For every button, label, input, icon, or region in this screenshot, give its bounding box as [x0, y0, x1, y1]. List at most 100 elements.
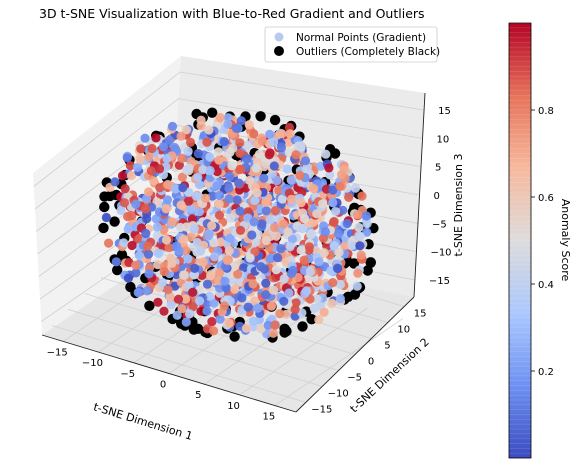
y-tick-label: −15	[311, 404, 332, 415]
normal-point	[295, 170, 305, 181]
normal-point	[252, 188, 262, 198]
normal-point	[275, 309, 285, 319]
normal-point	[183, 196, 194, 206]
normal-point	[335, 181, 345, 191]
normal-point	[131, 199, 141, 209]
y-tick-label: 15	[414, 309, 427, 320]
normal-point	[347, 240, 357, 250]
normal-point	[249, 129, 259, 139]
normal-point	[356, 250, 366, 260]
legend-label-outlier: Outliers (Completely Black)	[296, 46, 440, 58]
normal-point	[312, 294, 322, 304]
normal-point	[209, 326, 219, 336]
normal-point	[202, 279, 213, 289]
outlier-point	[297, 321, 308, 332]
normal-point	[340, 241, 350, 251]
normal-point	[144, 269, 154, 279]
x-axis-line	[41, 334, 297, 413]
normal-point	[177, 153, 187, 163]
normal-point	[224, 318, 234, 328]
normal-point	[250, 247, 260, 257]
outlier-point	[104, 190, 116, 202]
legend-box	[264, 26, 438, 63]
normal-point	[259, 162, 269, 172]
normal-point	[324, 163, 334, 173]
normal-point	[157, 277, 168, 288]
normal-point	[355, 231, 365, 241]
normal-point	[182, 165, 192, 175]
normal-point	[151, 214, 161, 224]
normal-point	[187, 214, 197, 224]
normal-point	[101, 212, 111, 223]
normal-point	[163, 285, 173, 295]
normal-point	[325, 170, 335, 180]
normal-point	[214, 199, 224, 209]
normal-point	[277, 129, 287, 139]
normal-point	[219, 301, 229, 311]
normal-point	[173, 294, 184, 304]
normal-point	[141, 228, 151, 239]
normal-point	[329, 241, 339, 251]
normal-point	[192, 191, 202, 201]
normal-point	[297, 224, 307, 234]
normal-point	[304, 242, 314, 252]
normal-point	[243, 302, 253, 312]
normal-point	[362, 219, 372, 229]
normal-point	[110, 177, 120, 187]
normal-point	[256, 262, 266, 272]
normal-point	[146, 166, 156, 176]
normal-point	[134, 251, 145, 261]
outlier-point	[229, 331, 240, 342]
colorbar-tick-label: 0.4	[538, 280, 554, 291]
normal-point	[241, 323, 252, 333]
normal-point	[142, 286, 152, 296]
tick-labels: −15−10−5051015−15−10−5051015−15−10−50510…	[47, 106, 452, 423]
normal-point	[209, 252, 220, 262]
normal-point	[164, 135, 174, 145]
normal-point	[286, 268, 297, 278]
normal-point	[279, 296, 289, 306]
normal-point	[193, 172, 203, 182]
normal-point	[220, 276, 230, 286]
normal-point	[153, 260, 163, 270]
normal-point	[207, 191, 218, 201]
normal-point	[342, 218, 352, 229]
normal-point	[338, 205, 348, 215]
normal-point	[272, 253, 283, 263]
z-tick-label: −10	[430, 248, 451, 259]
legend-marker-normal	[274, 32, 284, 42]
normal-point	[305, 267, 315, 277]
normal-point	[251, 237, 261, 247]
normal-point	[143, 241, 153, 251]
normal-point	[251, 163, 261, 173]
normal-point	[205, 291, 215, 301]
outlier-point	[329, 148, 341, 159]
normal-point	[177, 304, 187, 314]
normal-point	[269, 161, 279, 171]
normal-point	[299, 255, 309, 265]
normal-point	[279, 274, 289, 284]
colorbar-fill	[508, 22, 532, 459]
normal-point	[215, 268, 225, 278]
normal-point	[250, 195, 260, 206]
normal-point	[235, 206, 245, 216]
normal-point	[181, 294, 191, 304]
colorbar-tick-label: 0.6	[538, 193, 554, 204]
x-tick-label: 10	[227, 401, 240, 412]
normal-point	[189, 224, 199, 234]
normal-point	[140, 133, 150, 143]
normal-point	[225, 213, 236, 223]
normal-point	[244, 120, 254, 130]
normal-point	[214, 155, 224, 165]
normal-point	[309, 303, 319, 313]
normal-point	[344, 192, 354, 202]
outlier-point	[116, 249, 128, 260]
x-tick-label: −5	[120, 369, 135, 380]
normal-point	[319, 248, 329, 258]
normal-point	[272, 175, 282, 186]
normal-point	[236, 164, 246, 174]
y-tick-label: −5	[347, 372, 362, 383]
normal-point	[198, 257, 208, 267]
normal-point	[354, 222, 364, 233]
normal-point	[232, 195, 242, 205]
